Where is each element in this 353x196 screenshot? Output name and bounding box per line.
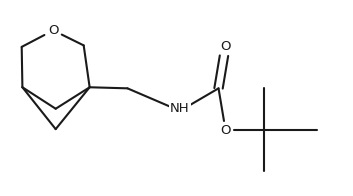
Text: O: O bbox=[48, 24, 59, 37]
Text: NH: NH bbox=[170, 102, 190, 115]
Text: O: O bbox=[220, 124, 231, 137]
Text: O: O bbox=[220, 40, 231, 53]
